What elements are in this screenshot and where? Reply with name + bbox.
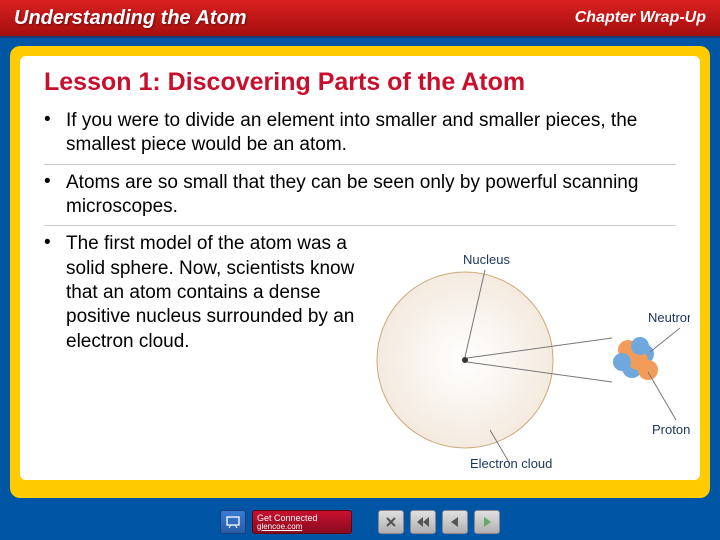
chapter-title: Understanding the Atom <box>14 7 247 30</box>
forward-button[interactable] <box>474 510 500 534</box>
bullet-marker: • <box>44 232 66 354</box>
label-electron-cloud: Electron cloud <box>470 456 552 470</box>
bullet-marker: • <box>44 109 66 158</box>
close-button[interactable] <box>378 510 404 534</box>
label-neutron: Neutron <box>648 310 690 325</box>
connect-link: glencoe.com <box>257 523 302 531</box>
label-line <box>650 328 680 352</box>
content-card-inner: Lesson 1: Discovering Parts of the Atom … <box>20 56 700 480</box>
nucleus-detail <box>613 337 658 380</box>
back-button[interactable] <box>442 510 468 534</box>
footer-nav: Get Connected glencoe.com <box>0 504 720 540</box>
rewind-button[interactable] <box>410 510 436 534</box>
label-line <box>648 372 676 420</box>
content-card-outer: Lesson 1: Discovering Parts of the Atom … <box>10 46 710 498</box>
lesson-title: Lesson 1: Discovering Parts of the Atom <box>44 68 676 97</box>
label-nucleus: Nucleus <box>463 252 510 267</box>
bullet-text: If you were to divide an element into sm… <box>66 109 676 158</box>
bullet-text: Atoms are so small that they can be seen… <box>66 171 676 220</box>
atom-diagram: Nucleus Neutron Proton Electron cloud <box>370 250 690 470</box>
get-connected-button[interactable]: Get Connected glencoe.com <box>252 510 352 534</box>
bullet-item: • If you were to divide an element into … <box>44 109 676 165</box>
bullet-item: • Atoms are so small that they can be se… <box>44 171 676 227</box>
chapter-subtitle: Chapter Wrap-Up <box>575 9 706 27</box>
bullet-text: The first model of the atom was a solid … <box>66 232 356 354</box>
header-bar: Understanding the Atom Chapter Wrap-Up <box>0 0 720 38</box>
presentation-icon-button[interactable] <box>220 510 246 534</box>
label-proton: Proton <box>652 422 690 437</box>
bullet-marker: • <box>44 171 66 220</box>
